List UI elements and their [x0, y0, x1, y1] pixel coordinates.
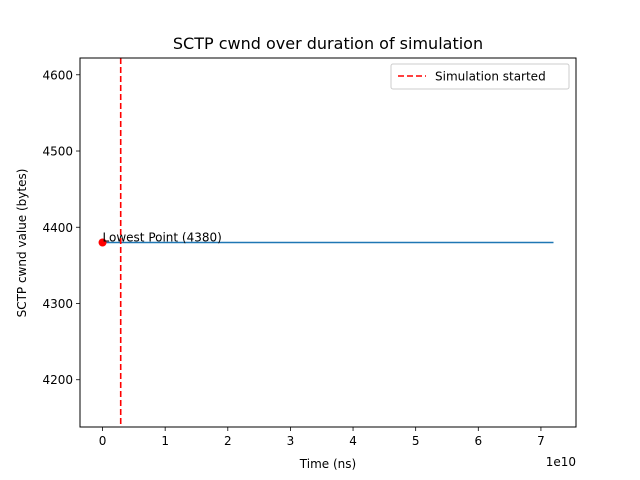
plot-frame: [79, 57, 577, 428]
y-axis-ticks: 4200 4300 4400 4500 4600: [42, 68, 80, 387]
x-tick-label: 4: [349, 434, 357, 448]
x-tick-label: 7: [537, 434, 545, 448]
y-tick-label: 4300: [42, 297, 73, 311]
y-tick-label: 4600: [42, 68, 73, 82]
x-axis-label: Time (ns): [299, 457, 356, 471]
legend-label-simulation-started: Simulation started: [435, 70, 546, 84]
lowest-point-marker: [98, 238, 107, 247]
x-axis-offset-label: 1e10: [546, 455, 576, 469]
x-tick-label: 1: [161, 434, 169, 448]
x-tick-label: 6: [474, 434, 482, 448]
y-tick-label: 4500: [42, 145, 73, 159]
y-tick-label: 4200: [42, 373, 73, 387]
x-axis-ticks: 0 1 2 3 4 5 6 7: [99, 427, 545, 448]
lowest-point-annotation: Lowest Point (4380): [103, 231, 222, 245]
x-tick-label: 3: [287, 434, 295, 448]
y-axis-label: SCTP cwnd value (bytes): [15, 169, 29, 318]
x-tick-label: 0: [99, 434, 107, 448]
x-tick-label: 5: [412, 434, 420, 448]
y-tick-label: 4400: [42, 221, 73, 235]
x-tick-label: 2: [224, 434, 232, 448]
legend: Simulation started: [390, 63, 570, 90]
chart-title: SCTP cwnd over duration of simulation: [173, 34, 483, 53]
plot-area: Lowest Point (4380): [98, 58, 554, 427]
legend-box: [390, 63, 570, 90]
